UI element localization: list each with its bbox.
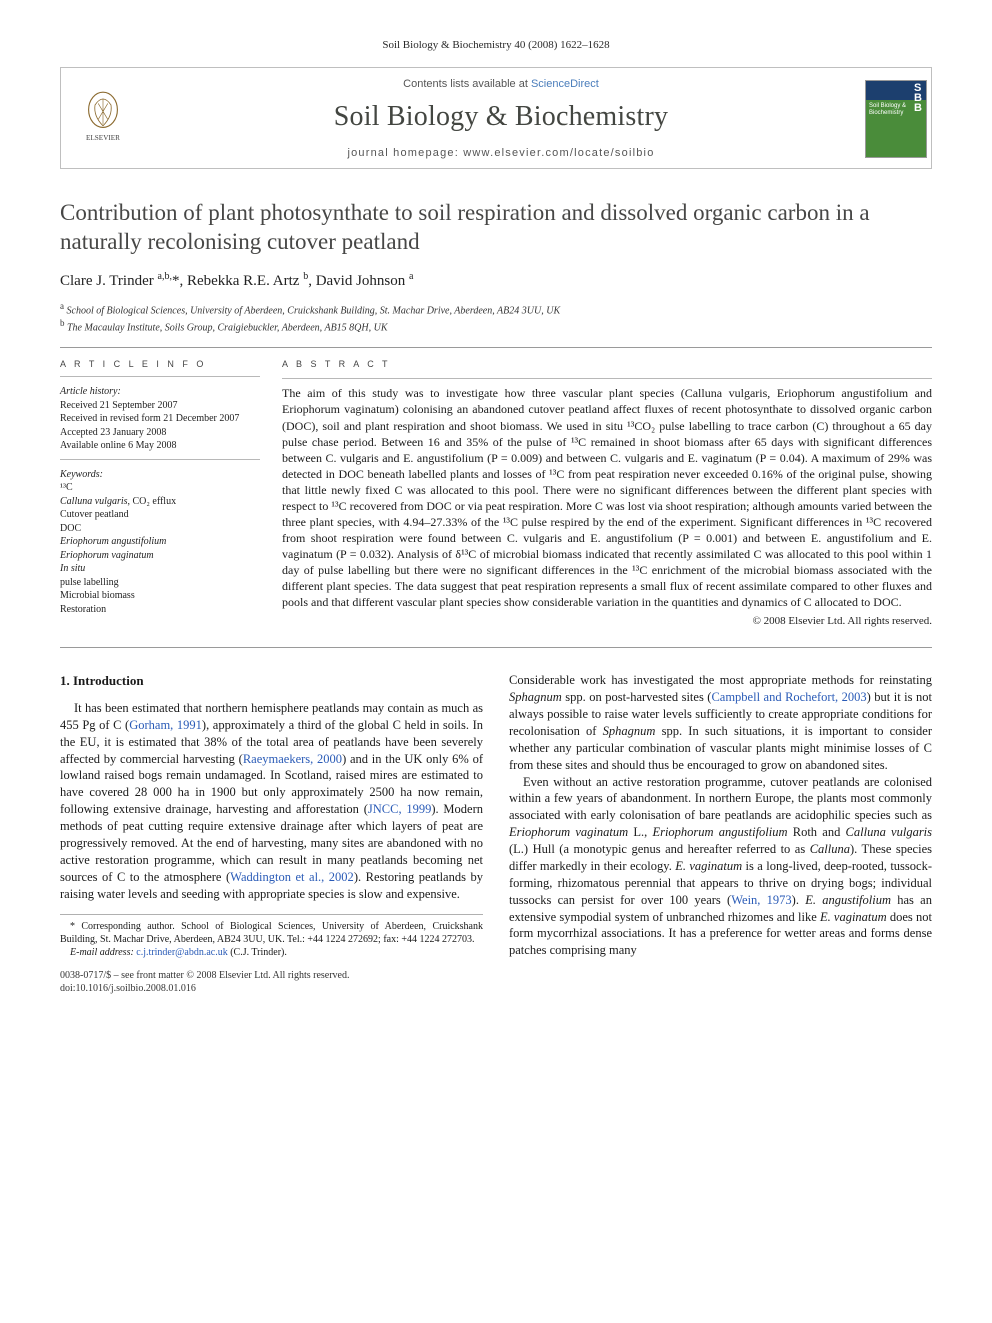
email-label: E-mail address:	[70, 947, 134, 958]
article-info-heading: A R T I C L E I N F O	[60, 358, 260, 370]
body-paragraph: Even without an active restoration progr…	[509, 774, 932, 960]
abstract-heading: A B S T R A C T	[282, 358, 932, 370]
affiliations: a School of Biological Sciences, Univers…	[60, 300, 932, 336]
corresponding-author-note: * Corresponding author. School of Biolog…	[60, 920, 483, 946]
rule-thin	[282, 378, 932, 379]
keyword-item: Cutover peatland	[60, 508, 260, 522]
journal-homepage-line: journal homepage: www.elsevier.com/locat…	[145, 146, 857, 161]
section-heading: 1. Introduction	[60, 672, 483, 690]
keyword-item: Calluna vulgaris, CO₂ efflux	[60, 495, 260, 509]
rule-divider	[60, 647, 932, 648]
running-head: Soil Biology & Biochemistry 40 (2008) 16…	[60, 38, 932, 53]
body-paragraph: It has been estimated that northern hemi…	[60, 700, 483, 903]
author-list: Clare J. Trinder a,b,*, Rebekka R.E. Art…	[60, 270, 932, 291]
journal-cover-thumb: Soil Biology & Biochemistry	[865, 80, 927, 158]
keywords-label: Keywords:	[60, 468, 260, 482]
cover-label: Soil Biology & Biochemistry	[869, 103, 926, 117]
author-email[interactable]: c.j.trinder@abdn.ac.uk	[136, 947, 227, 958]
article-title: Contribution of plant photosynthate to s…	[60, 199, 932, 257]
footnotes: * Corresponding author. School of Biolog…	[60, 914, 483, 959]
rule-thin	[60, 376, 260, 377]
homepage-prefix: journal homepage:	[347, 147, 463, 159]
keyword-item: ¹³C	[60, 481, 260, 495]
body-columns: 1. Introduction It has been estimated th…	[60, 672, 932, 959]
front-matter-meta: 0038-0717/$ – see front matter © 2008 El…	[60, 969, 349, 995]
email-line: E-mail address: c.j.trinder@abdn.ac.uk (…	[60, 946, 483, 959]
body-paragraph: Considerable work has investigated the m…	[509, 672, 932, 773]
history-item: Received in revised form 21 December 200…	[60, 412, 260, 426]
journal-banner: ELSEVIER Contents lists available at Sci…	[60, 67, 932, 169]
rule-divider	[60, 347, 932, 348]
issn-line: 0038-0717/$ – see front matter © 2008 El…	[60, 969, 349, 982]
svg-text:ELSEVIER: ELSEVIER	[86, 134, 120, 142]
keyword-item: In situ	[60, 562, 260, 576]
contents-available-line: Contents lists available at ScienceDirec…	[145, 77, 857, 92]
keyword-item: DOC	[60, 522, 260, 536]
keyword-item: Eriophorum vaginatum	[60, 549, 260, 563]
keyword-item: pulse labelling	[60, 576, 260, 590]
history-item: Received 21 September 2007	[60, 399, 260, 413]
contents-prefix: Contents lists available at	[403, 78, 531, 90]
homepage-url[interactable]: www.elsevier.com/locate/soilbio	[463, 147, 654, 159]
history-item: Accepted 23 January 2008	[60, 426, 260, 440]
keyword-item: Eriophorum angustifolium	[60, 535, 260, 549]
abstract-text: The aim of this study was to investigate…	[282, 385, 932, 610]
article-history: Article history: Received 21 September 2…	[60, 385, 260, 453]
history-label: Article history:	[60, 385, 260, 399]
keyword-item: Microbial biomass	[60, 589, 260, 603]
doi-line: doi:10.1016/j.soilbio.2008.01.016	[60, 982, 349, 995]
history-item: Available online 6 May 2008	[60, 439, 260, 453]
keywords-block: Keywords: ¹³CCalluna vulgaris, CO₂ efflu…	[60, 468, 260, 617]
keyword-item: Restoration	[60, 603, 260, 617]
rule-thin	[60, 459, 260, 460]
copyright-line: © 2008 Elsevier Ltd. All rights reserved…	[282, 614, 932, 629]
sciencedirect-link[interactable]: ScienceDirect	[531, 78, 599, 90]
elsevier-logo: ELSEVIER	[61, 85, 145, 154]
journal-name: Soil Biology & Biochemistry	[145, 98, 857, 136]
email-tail: (C.J. Trinder).	[230, 947, 287, 958]
